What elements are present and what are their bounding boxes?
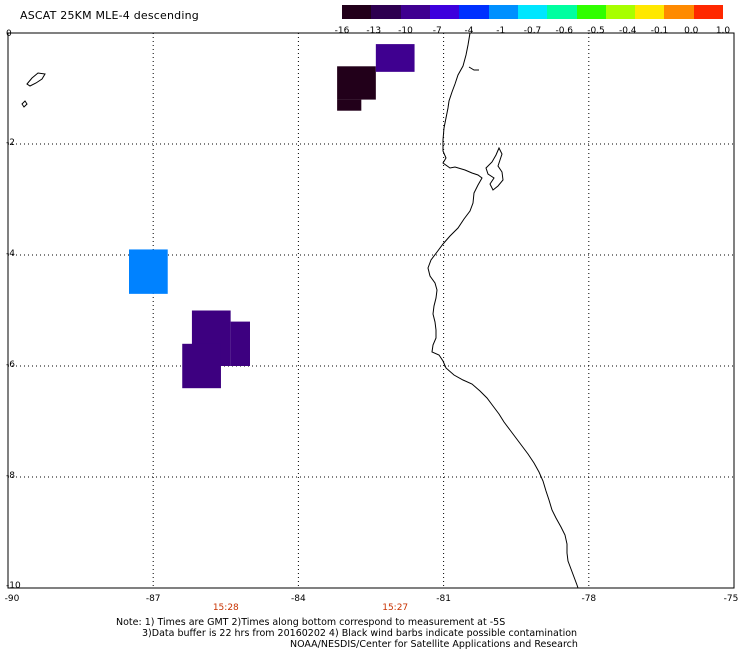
- longitude-label: -84: [291, 594, 306, 604]
- color-scale-segment: [635, 5, 665, 19]
- latitude-label: -4: [6, 249, 15, 259]
- longitude-label: -75: [723, 594, 739, 604]
- latitude-label: 0: [6, 29, 12, 39]
- longitude-label: -81: [436, 594, 451, 604]
- latitude-label: -6: [6, 360, 15, 370]
- data-cell: [129, 249, 168, 294]
- data-cell: [230, 321, 250, 366]
- color-scale-label: -0.4: [618, 26, 637, 36]
- color-scale-segment: [664, 5, 694, 19]
- longitude-label: -90: [4, 594, 20, 604]
- color-scale-label: -10: [398, 26, 413, 36]
- color-scale-segment: [459, 5, 489, 19]
- pass-time-label: 15:28: [212, 603, 239, 613]
- color-scale-label: 0.0: [684, 26, 699, 36]
- data-cells: [129, 44, 415, 389]
- color-scale-label: -13: [366, 26, 382, 36]
- color-scale-label: -4: [464, 26, 474, 36]
- coastline: [427, 32, 579, 589]
- latitude-label: -8: [6, 471, 15, 481]
- longitude-label: -87: [145, 594, 161, 604]
- pass-time-label: 15:27: [382, 603, 409, 613]
- longitude-label: -78: [581, 594, 597, 604]
- data-cell: [375, 44, 415, 72]
- color-scale-label: -1: [496, 26, 506, 36]
- color-scale-label: 1.0: [715, 26, 731, 36]
- color-scale-segment: [547, 5, 577, 19]
- color-scale-label: -7: [432, 26, 442, 36]
- color-scale-label: -0.5: [587, 26, 605, 36]
- footnote-line-1: Note: 1) Times are GMT 2)Times along bot…: [116, 617, 506, 628]
- color-scale-labels: -16 -13 -10 -7 -4 -1 -0.7 -0.6 -0.5 -0.4 -0.1 0.0 1.…: [330, 26, 731, 38]
- map-title: ASCAT 25KM MLE-4 descending: [20, 9, 199, 22]
- data-cell: [182, 343, 221, 389]
- gridlines: [8, 33, 734, 588]
- color-scale-label: -16: [334, 26, 350, 36]
- footnote-line-2: 3)Data buffer is 22 hrs from 20160202 4)…: [142, 628, 578, 639]
- color-scale-segment: [517, 5, 548, 19]
- data-cell: [337, 99, 362, 111]
- color-scale-label: -0.1: [650, 26, 669, 36]
- galapagos-island: [26, 72, 46, 87]
- data-cell: [337, 66, 376, 100]
- latitude-label: -2: [6, 138, 15, 148]
- color-scale-label: -0.6: [555, 26, 574, 36]
- color-scale-segment: [342, 5, 372, 19]
- gulf-island: [485, 146, 504, 191]
- color-scale-segment: [371, 5, 401, 19]
- color-scale-label: -0.7: [523, 26, 542, 36]
- plot-frame: [7, 32, 735, 589]
- latitude-label: -10: [6, 581, 21, 591]
- color-scale-segment: [488, 5, 518, 19]
- galapagos-islet: [21, 100, 28, 108]
- footnote-credit: NOAA/NESDIS/Center for Satellite Applica…: [290, 639, 578, 650]
- color-scale-segment: [400, 5, 430, 19]
- color-scale-segment: [693, 5, 724, 19]
- coast-inlet: [468, 66, 479, 71]
- color-scale-segment: [576, 5, 606, 19]
- color-scale-segment: [429, 5, 460, 19]
- color-scale-bar: [342, 5, 724, 19]
- color-scale-segment: [605, 5, 636, 19]
